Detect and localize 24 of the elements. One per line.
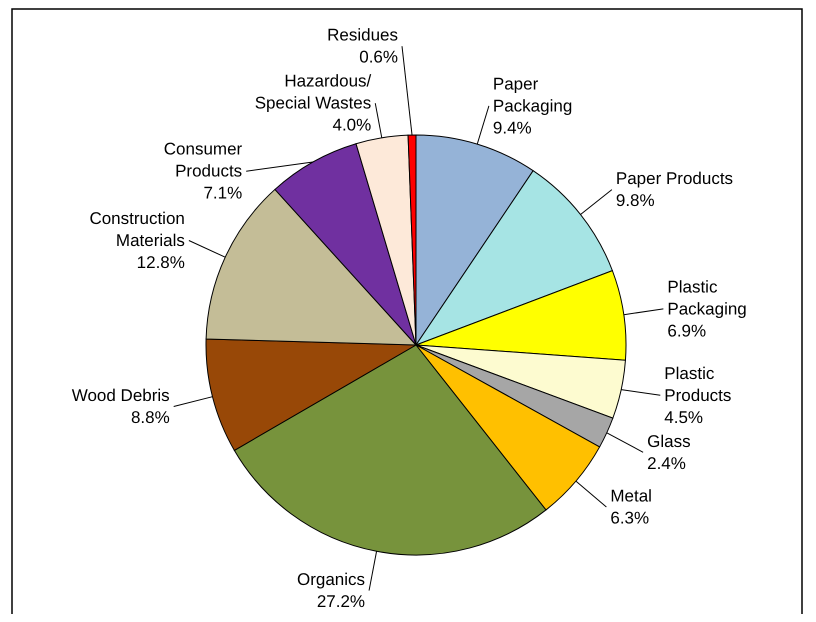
data-label: 7.1% <box>203 184 242 203</box>
slice-label: Consumer Products <box>164 140 243 181</box>
slice-label: Paper Products <box>616 169 734 188</box>
slice-label: Construction Materials <box>89 208 185 250</box>
data-label: 0.6% <box>359 48 398 67</box>
data-label: 27.2% <box>316 592 366 612</box>
data-label: 2.4% <box>647 454 686 473</box>
data-label: 6.3% <box>610 508 650 528</box>
data-label: 9.8% <box>616 191 655 210</box>
data-label: 4.0% <box>332 116 372 135</box>
slice-label: Hazardous/ Special Wastes <box>254 72 372 113</box>
slice-label: Plastic Products <box>664 364 732 405</box>
slice-label: Glass <box>647 432 691 451</box>
data-label: 9.4% <box>492 118 532 138</box>
slice-label: Paper Packaging <box>492 74 572 116</box>
slice-label: Metal <box>610 486 652 506</box>
data-label: 4.5% <box>664 408 704 427</box>
slice-label: Organics <box>297 570 366 590</box>
slice-label: Wood Debris <box>72 386 170 406</box>
slice-label: Residues <box>327 26 398 45</box>
data-label: 6.9% <box>667 321 706 340</box>
slice-label: Plastic Packaging <box>667 277 747 318</box>
data-label: 8.8% <box>130 408 170 428</box>
data-label: 12.8% <box>136 252 185 272</box>
